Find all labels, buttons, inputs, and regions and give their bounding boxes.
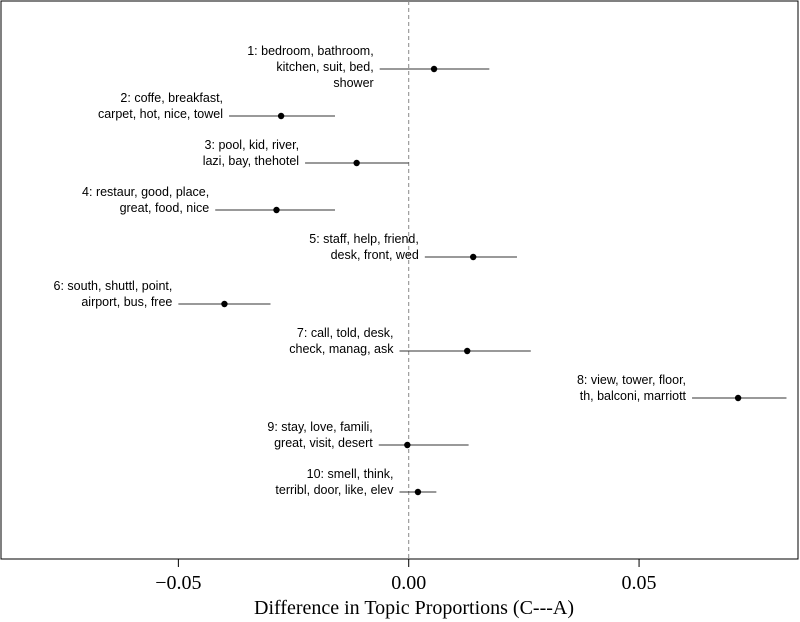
topic-label: 8: view, tower, floor, th, balconi, marri… [577, 373, 687, 403]
topic-row: 8: view, tower, floor, th, balconi, marri… [577, 373, 787, 403]
topic-label: 7: call, told, desk, check, manag, ask [289, 326, 394, 356]
topic-label-line: shower [333, 76, 373, 90]
point-estimate [277, 112, 285, 120]
topic-label: 5: staff, help, friend, desk, front, wed [309, 232, 419, 262]
topic-row: 4: restaur, good, place, great, food, nic… [82, 185, 336, 215]
topic-label-line: 7: call, told, desk, [297, 326, 394, 340]
topic-label-line: 9: stay, love, famili, [267, 420, 372, 434]
topic-label: 10: smell, think, terribl, door, like, el… [275, 467, 394, 497]
topic-label-line: 4: restaur, good, place, [82, 185, 209, 199]
point-estimate [470, 253, 477, 261]
topic-row: 5: staff, help, friend, desk, front, wed [309, 232, 517, 262]
topic-label-line: great, visit, desert [274, 436, 373, 450]
point-estimate [734, 394, 742, 402]
x-tick-label: 0.05 [622, 572, 657, 594]
point-estimate [414, 488, 422, 496]
topic-label-line: check, manag, ask [289, 342, 394, 356]
topic-label-line: carpet, hot, nice, towel [98, 107, 223, 121]
topic-row: 2: coffe, breakfast, carpet, hot, nice, t… [98, 91, 336, 121]
topic-label-line: desk, front, wed [331, 248, 419, 262]
topic-label-line: airport, bus, free [81, 295, 172, 309]
topic-label: 1: bedroom, bathroom, kitchen, suit, bed,… [247, 44, 373, 90]
topic-label-line: great, food, nice [120, 201, 210, 215]
topic-label-line: th, balconi, marriott [580, 389, 687, 403]
topic-row: 6: south, shuttl, point, airport, bus, fr… [54, 279, 271, 309]
x-axis-title: Difference in Topic Proportions (C---A) [254, 597, 574, 619]
x-tick-label: 0.00 [391, 572, 426, 594]
point-estimate [273, 206, 280, 214]
topic-label-line: 6: south, shuttl, point, [54, 279, 173, 293]
topic-label: 2: coffe, breakfast, carpet, hot, nice, t… [98, 91, 223, 121]
topic-label: 4: restaur, good, place, great, food, nic… [82, 185, 209, 215]
topic-label-line: 5: staff, help, friend, [309, 232, 419, 246]
topic-label-line: 2: coffe, breakfast, [120, 91, 223, 105]
topic-row: 3: pool, kid, river, lazi, bay, thehotel [203, 138, 409, 168]
point-estimate [221, 300, 228, 308]
topic-label-line: 10: smell, think, [307, 467, 394, 481]
topic-label-line: lazi, bay, thehotel [203, 154, 299, 168]
point-estimate [464, 347, 471, 355]
x-axis: −0.05 0.00 0.05 [155, 559, 657, 594]
plot-frame [0, 0, 799, 560]
topic-label-line: 1: bedroom, bathroom, [247, 44, 373, 58]
topic-label-line: terribl, door, like, elev [275, 483, 394, 497]
topic-estimates: 1: bedroom, bathroom, kitchen, suit, bed,… [54, 44, 787, 497]
topic-label-line: 8: view, tower, floor, [577, 373, 686, 387]
topic-label: 6: south, shuttl, point, airport, bus, fr… [54, 279, 173, 309]
topic-label: 9: stay, love, famili, great, visit, dese… [267, 420, 373, 450]
point-estimate [404, 441, 411, 449]
topic-label-line: 3: pool, kid, river, [205, 138, 300, 152]
topic-label: 3: pool, kid, river, lazi, bay, thehotel [203, 138, 299, 168]
topic-label-line: kitchen, suit, bed, [276, 60, 373, 74]
topic-row: 1: bedroom, bathroom, kitchen, suit, bed,… [247, 44, 490, 90]
topic-row: 7: call, told, desk, check, manag, ask [289, 326, 531, 356]
x-tick-label: −0.05 [155, 572, 201, 594]
topic-row: 10: smell, think, terribl, door, like, el… [275, 467, 437, 497]
point-estimate [430, 65, 438, 73]
point-estimate [353, 159, 360, 167]
topic-row: 9: stay, love, famili, great, visit, dese… [267, 420, 469, 450]
